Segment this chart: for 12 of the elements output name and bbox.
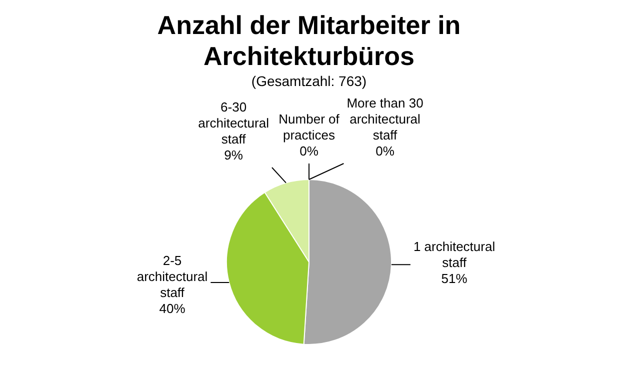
category-label: Number of practices bbox=[278, 112, 340, 143]
data-label: 51% bbox=[441, 271, 468, 286]
data-label: 9% bbox=[224, 148, 244, 163]
data-label: 40% bbox=[159, 301, 186, 316]
slice-label: 1 architectural staff bbox=[413, 239, 496, 270]
chart-subtitle: (Gesamtzahl: 763) bbox=[250, 73, 368, 89]
chart-title: Anzahl der Mitarbeiter in Architekturbüros bbox=[156, 9, 462, 72]
category-label: More than 30 architectural staff bbox=[346, 96, 424, 143]
slice-label: 6-30 architectural staff bbox=[198, 100, 270, 147]
slice-label: 2-5 architectural staff bbox=[136, 253, 208, 300]
text: 0% bbox=[300, 144, 318, 159]
text: 0% bbox=[376, 144, 394, 159]
